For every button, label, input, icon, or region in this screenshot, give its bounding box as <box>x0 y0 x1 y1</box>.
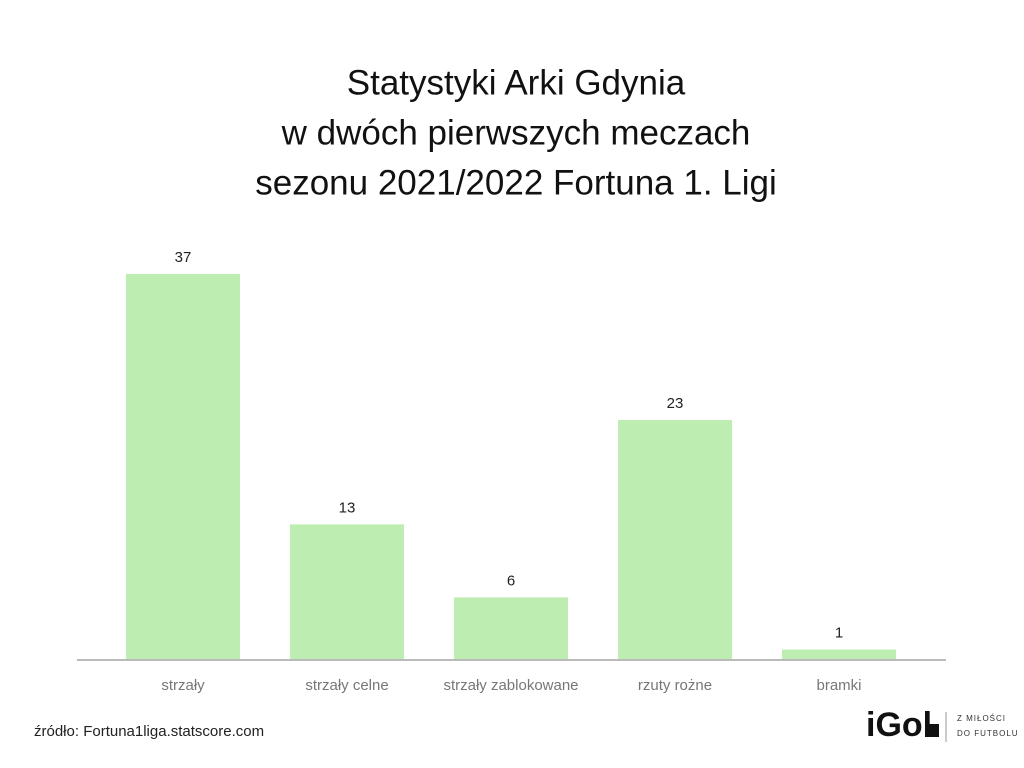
x-tick-label: strzały celne <box>305 677 388 694</box>
data-label: 23 <box>667 395 684 412</box>
chart-title: sezonu 2021/2022 Fortuna 1. Ligi <box>255 163 777 202</box>
bar <box>290 524 404 660</box>
bar <box>782 649 896 660</box>
bar <box>126 274 240 660</box>
x-tick-label: strzały <box>161 677 205 694</box>
x-tick-label: rzuty rożne <box>638 677 712 694</box>
data-label: 37 <box>175 249 192 266</box>
logo-tagline: Z MIŁOŚCI <box>957 714 1006 723</box>
chart-title: w dwóch pierwszych meczach <box>281 113 751 152</box>
x-tick-label: bramki <box>816 677 861 694</box>
source-note: źródło: Fortuna1liga.statscore.com <box>34 723 264 740</box>
data-label: 1 <box>835 625 843 642</box>
bar <box>454 597 568 660</box>
logo-name: iGol <box>866 706 932 744</box>
chart-title: Statystyki Arki Gdynia <box>347 63 686 102</box>
data-label: 13 <box>339 499 356 516</box>
data-label: 6 <box>507 572 515 589</box>
logo-badge <box>925 724 939 737</box>
logo-tagline: DO FUTBOLU <box>957 729 1019 738</box>
x-tick-label: strzały zablokowane <box>443 677 578 694</box>
bar <box>618 420 732 660</box>
